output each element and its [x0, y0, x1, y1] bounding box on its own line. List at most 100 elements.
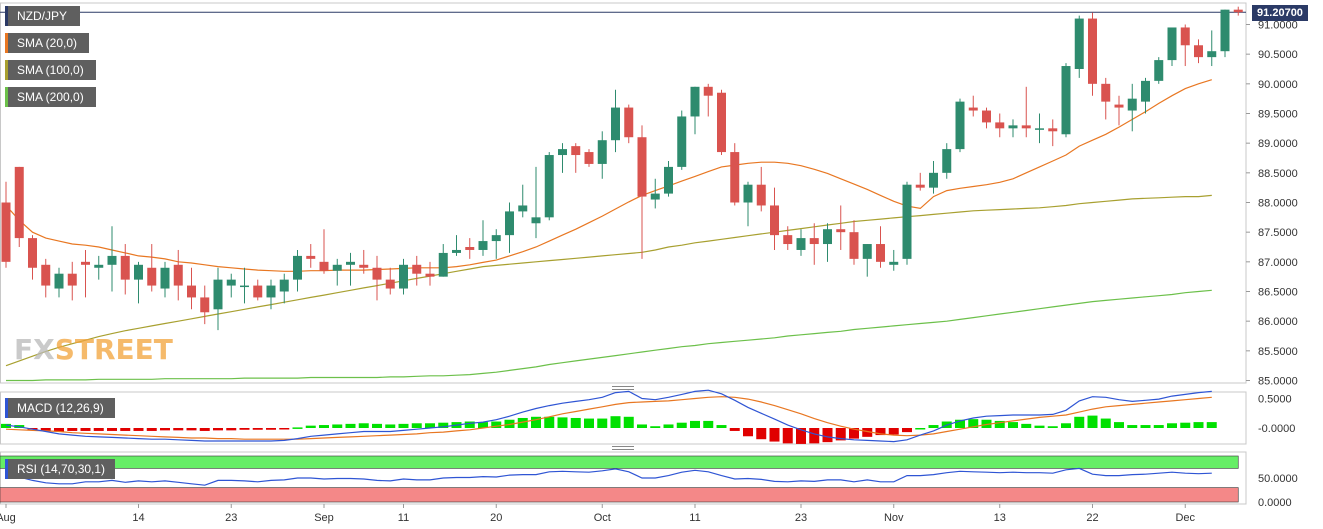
macd-histogram-bar [517, 417, 528, 428]
legend-macd[interactable]: MACD (12,26,9) [5, 398, 115, 418]
macd-histogram-bar [160, 428, 170, 431]
candle-body [147, 267, 157, 286]
candle-body [770, 205, 779, 236]
macd-histogram-bar [994, 420, 1005, 428]
legend-rsi[interactable]: RSI (14,70,30,1) [5, 459, 115, 479]
macd-histogram-bar [1021, 423, 1032, 428]
candle-body [1207, 51, 1217, 58]
candle-body [518, 205, 528, 212]
legend-sma100-label: SMA (100,0) [17, 63, 84, 77]
macd-histogram-bar [915, 428, 926, 430]
legend-symbol[interactable]: NZD/JPY [5, 6, 80, 26]
logo-part2: STREET [54, 333, 173, 366]
macd-histogram-bar [372, 423, 382, 428]
macd-histogram-bar [411, 423, 422, 428]
candle-body [372, 267, 382, 280]
macd-histogram-bar [239, 428, 250, 430]
candle-body [571, 146, 581, 156]
x-tick-label: 22 [1086, 512, 1098, 524]
candle-body [425, 273, 435, 277]
candle-body [173, 264, 183, 286]
x-tick-label: 11 [689, 512, 700, 524]
legend-sma200[interactable]: SMA (200,0) [5, 87, 96, 107]
macd-histogram-bar [968, 419, 979, 428]
candle-body [332, 264, 342, 271]
macd-histogram-bar [107, 428, 117, 431]
macd-histogram-bar [1008, 422, 1018, 428]
candle-body [266, 285, 276, 298]
candle-body [359, 264, 369, 268]
candle-body [279, 279, 289, 292]
macd-histogram-bar [1100, 418, 1111, 428]
macd-histogram-bar [173, 428, 184, 431]
candle-body [889, 261, 899, 265]
candle-body [1154, 60, 1164, 81]
y-tick-label: 91.0000 [1258, 20, 1298, 32]
candle-body [226, 279, 236, 286]
x-tick-label: Nov [884, 512, 904, 524]
macd-histogram-bar [1180, 422, 1191, 428]
candle-body [690, 86, 700, 117]
candle-body [160, 267, 170, 289]
candle-body [558, 149, 567, 156]
candle-body [955, 101, 965, 150]
candle-body [1233, 9, 1243, 13]
macd-histogram-bar [822, 428, 833, 443]
macd-histogram-bar [120, 428, 131, 431]
last-price-label: 91.20700 [1252, 5, 1308, 21]
rsi-y-tick-label: 50.0000 [1258, 473, 1298, 485]
macd-histogram-bar [67, 428, 78, 431]
rsi-line [5, 467, 1212, 486]
y-tick-label: 87.0000 [1258, 257, 1298, 269]
legend-symbol-label: NZD/JPY [17, 9, 68, 23]
legend-sma100[interactable]: SMA (100,0) [5, 60, 96, 80]
candle-body [650, 193, 660, 200]
candle-body [756, 184, 766, 206]
macd-histogram-bar [769, 428, 780, 442]
legend-sma20[interactable]: SMA (20,0) [5, 33, 89, 53]
rsi-oversold-band [0, 487, 1239, 503]
candle-body [1035, 128, 1044, 130]
candle-body [902, 184, 912, 259]
macd-histogram-bar [358, 423, 369, 428]
macd-histogram-bar [690, 420, 700, 428]
macd-histogram-bar [650, 426, 661, 428]
y-tick-label: 85.0000 [1258, 376, 1298, 388]
macd-histogram-bar [796, 428, 806, 444]
macd-histogram-bar [703, 420, 714, 428]
legend-sma20-swatch [5, 33, 8, 53]
macd-histogram-bar [1047, 426, 1058, 428]
macd-histogram-bar [133, 428, 144, 431]
main-panel-frame [0, 2, 1247, 384]
macd-histogram-bar [213, 428, 223, 431]
macd-histogram-bar [305, 425, 316, 428]
legend-sma200-label: SMA (200,0) [17, 90, 84, 104]
macd-histogram-bar [557, 417, 568, 428]
macd-histogram-bar [1193, 422, 1204, 428]
macd-histogram-bar [1127, 425, 1138, 428]
candle-body [134, 264, 143, 280]
macd-histogram-bar [332, 424, 343, 428]
logo-part1: FX [14, 333, 55, 366]
macd-histogram-bar [875, 428, 886, 436]
candle-body [584, 152, 594, 164]
candle-body [982, 110, 991, 123]
candle-body [849, 232, 859, 259]
candle-body [823, 229, 832, 245]
candle-body [1167, 27, 1177, 61]
candle-body [385, 279, 395, 289]
macd-histogram-bar [663, 424, 674, 428]
macd-histogram-bar [570, 417, 581, 428]
candle-body [253, 285, 263, 298]
candle-body [929, 172, 938, 188]
y-tick-label: 85.5000 [1258, 346, 1298, 358]
macd-histogram-bar [1206, 422, 1217, 428]
candle-body [995, 122, 1005, 129]
candle-body [624, 107, 634, 138]
macd-histogram-bar [1153, 425, 1164, 428]
macd-histogram-bar [464, 421, 475, 428]
rsi-overbought-band [0, 455, 1239, 469]
candle-body [544, 155, 554, 218]
legend-symbol-swatch [5, 6, 8, 26]
candle-body [1088, 18, 1097, 84]
